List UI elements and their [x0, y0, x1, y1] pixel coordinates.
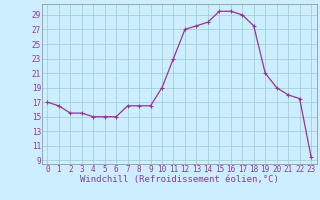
X-axis label: Windchill (Refroidissement éolien,°C): Windchill (Refroidissement éolien,°C) [80, 175, 279, 184]
